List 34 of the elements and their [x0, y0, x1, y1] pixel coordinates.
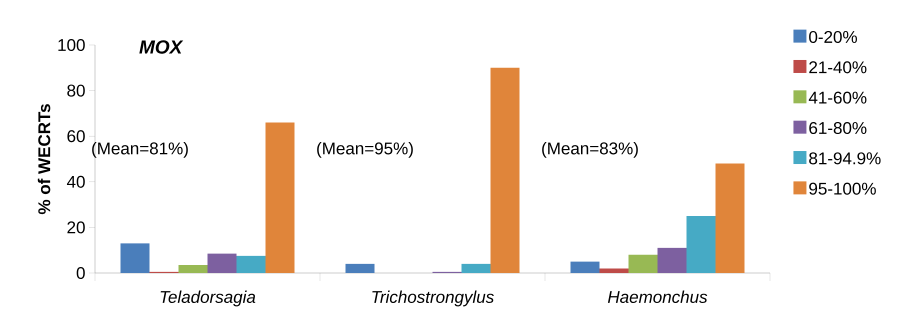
x-tick-label: Trichostrongylus [372, 290, 494, 306]
legend-label: 41-60% [808, 92, 866, 104]
legend-label: 0-20% [809, 30, 857, 43]
bar [462, 264, 491, 273]
bar [628, 254, 658, 273]
bar [686, 216, 716, 273]
annotation: (Mean=95%) [317, 142, 413, 158]
bar [120, 243, 150, 273]
bar [600, 268, 629, 273]
y-tick-label: 80 [67, 84, 85, 97]
bar [346, 264, 375, 273]
legend-label: 21-40% [809, 61, 866, 74]
legend-label: 95-100% [809, 182, 876, 195]
bar [716, 164, 745, 273]
y-tick-label: 60 [67, 130, 85, 142]
bar [490, 68, 520, 273]
y-tick-label: 20 [67, 221, 85, 234]
y-tick-label: 0 [76, 266, 85, 280]
bar [570, 262, 600, 273]
legend-label: 61-80% [809, 122, 866, 134]
legend-label: 81-94.9% [809, 152, 881, 164]
annotation: (Mean=83%) [542, 142, 638, 158]
x-tick-label: Haemonchus [608, 290, 708, 304]
y-tick-label: 40 [66, 176, 85, 188]
bar [236, 256, 266, 273]
bar [658, 248, 687, 273]
x-tick-label: Teladorsagia [160, 290, 256, 306]
bar [266, 122, 295, 273]
y-axis-title: % of WECRTs [38, 104, 50, 214]
bar [178, 265, 208, 273]
annotation: (Mean=81%) [92, 142, 188, 158]
y-tick-label: 100 [58, 38, 85, 52]
chart-title: MOX [139, 40, 184, 54]
bar [208, 254, 237, 273]
